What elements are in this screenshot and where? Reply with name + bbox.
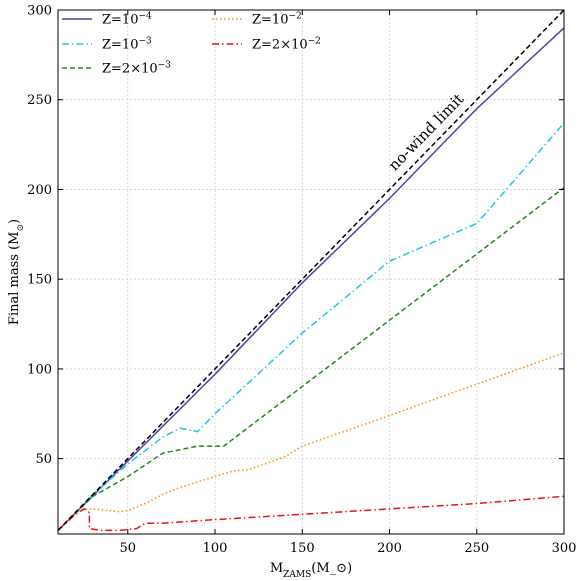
x-tick-label: 250 (464, 541, 489, 556)
series-line-2 (57, 187, 565, 531)
axis-ticks: 50 100 150 200 250 300 50 100 150 200 250 300 (27, 4, 576, 557)
series-lines (57, 9, 565, 532)
series-line-3 (57, 352, 565, 531)
series-line-4 (57, 495, 565, 532)
y-tick-label: 100 (27, 362, 52, 377)
x-tick-label: 150 (290, 541, 315, 556)
x-tick-label: 200 (377, 541, 402, 556)
y-tick-label: 150 (27, 273, 52, 288)
plot-frame (57, 9, 565, 535)
series-line-0 (57, 27, 565, 531)
legend-label: Z=10−4 (102, 12, 152, 28)
y-tick-label: 50 (35, 452, 52, 467)
legend-entry: Z=10−3 (62, 37, 152, 53)
legend-entry: Z=2×10−3 (62, 61, 171, 77)
x-axis-label: MZAMS(M_⊙) (270, 561, 352, 580)
legend-entry: Z=2×10−2 (212, 37, 321, 53)
legend-entry: Z=10−2 (212, 12, 302, 28)
legend-label: Z=2×10−2 (252, 37, 321, 53)
legend-entry: Z=10−4 (62, 12, 152, 28)
y-tick-label: 200 (27, 183, 52, 198)
legend-label: Z=10−2 (252, 12, 302, 28)
x-tick-label: 50 (120, 541, 137, 556)
legend-label: Z=10−3 (102, 37, 152, 53)
x-tick-label: 100 (203, 541, 228, 556)
x-tick-label: 300 (552, 541, 577, 556)
no-wind-limit-line (57, 9, 565, 531)
y-tick-label: 250 (27, 93, 52, 108)
y-axis-label: Final mass (M⊙) (7, 219, 26, 325)
y-tick-label: 300 (27, 4, 52, 19)
series-line-1 (57, 122, 565, 531)
legend: Z=10−4 Z=10−3 Z=2×10−3 Z=10−2 Z=2×10−2 (62, 12, 321, 77)
legend-label: Z=2×10−3 (102, 61, 171, 77)
